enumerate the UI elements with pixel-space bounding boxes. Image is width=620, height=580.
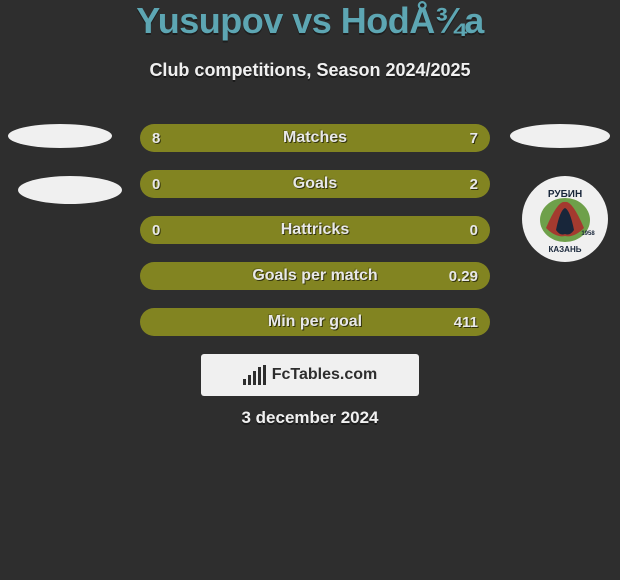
stat-label: Goals per match — [252, 267, 377, 285]
bar-chart-icon — [243, 365, 266, 385]
badge-year: 1958 — [581, 231, 595, 237]
stat-right-value: 411 — [454, 314, 478, 331]
stat-right-value: 0.29 — [449, 268, 478, 285]
stats-card: Yusupov vs HodÅ¾a Club competitions, Sea… — [0, 0, 620, 580]
comparison-bars: 8 Matches 7 0 Goals 2 0 Hattricks 0 Goal… — [140, 124, 490, 354]
rubin-kazan-icon: РУБИН КАЗАНЬ 1958 — [526, 180, 604, 258]
left-crest-placeholder-1 — [8, 124, 112, 148]
stat-label: Hattricks — [281, 221, 349, 239]
left-crest-placeholder-2 — [18, 176, 122, 204]
stat-row-hattricks: 0 Hattricks 0 — [140, 216, 490, 244]
stat-row-matches: 8 Matches 7 — [140, 124, 490, 152]
stat-left-value: 0 — [152, 176, 160, 193]
stat-left-value: 8 — [152, 130, 160, 147]
stat-label: Min per goal — [268, 313, 362, 331]
brand-badge: FcTables.com — [201, 354, 419, 396]
stat-row-goals: 0 Goals 2 — [140, 170, 490, 198]
stat-right-value: 7 — [470, 130, 478, 147]
stat-row-goals-per-match: Goals per match 0.29 — [140, 262, 490, 290]
page-title: Yusupov vs HodÅ¾a — [0, 0, 620, 42]
badge-text-bottom: КАЗАНЬ — [549, 245, 582, 254]
page-subtitle: Club competitions, Season 2024/2025 — [0, 60, 620, 81]
date-text: 3 december 2024 — [0, 408, 620, 428]
right-crest-placeholder — [510, 124, 610, 148]
stat-right-value: 0 — [470, 222, 478, 239]
stat-left-value: 0 — [152, 222, 160, 239]
stat-row-min-per-goal: Min per goal 411 — [140, 308, 490, 336]
stat-label: Matches — [283, 129, 347, 147]
stat-label: Goals — [293, 175, 337, 193]
stat-right-value: 2 — [470, 176, 478, 193]
club-badge-rubin: РУБИН КАЗАНЬ 1958 — [522, 176, 608, 262]
brand-text: FcTables.com — [272, 366, 378, 384]
